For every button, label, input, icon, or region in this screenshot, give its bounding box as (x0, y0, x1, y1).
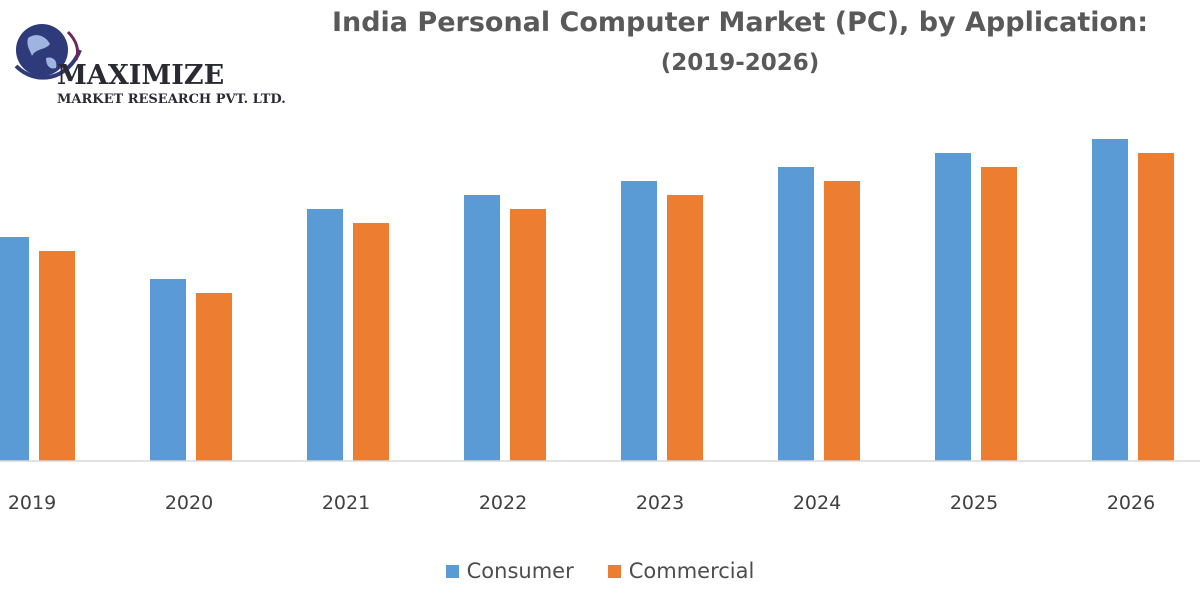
bar-commercial-2019 (39, 251, 75, 461)
bar-commercial-2026 (1138, 153, 1174, 461)
company-logo: MAXIMIZE MARKET RESEARCH PVT. LTD. (0, 0, 300, 120)
bar-commercial-2020 (196, 293, 232, 461)
x-tick-label-2019: 2019 (8, 492, 56, 514)
bar-consumer-2021 (307, 209, 343, 461)
logo-tagline: MARKET RESEARCH PVT. LTD. (57, 92, 286, 107)
bar-consumer-2026 (1092, 139, 1128, 461)
bar-consumer-2024 (778, 167, 814, 461)
x-tick-label-2026: 2026 (1107, 492, 1155, 514)
legend-item-commercial[interactable]: Commercial (607, 556, 755, 586)
bar-consumer-2019 (0, 237, 29, 461)
x-tick-label-2021: 2021 (322, 492, 370, 514)
bar-commercial-2021 (353, 223, 389, 461)
x-tick-label-2024: 2024 (793, 492, 841, 514)
legend-swatch-commercial (607, 564, 621, 578)
logo-name: MAXIMIZE (57, 60, 225, 91)
bar-commercial-2025 (981, 167, 1017, 461)
chart-title: India Personal Computer Market (PC), by … (331, 7, 1149, 38)
bar-consumer-2022 (464, 195, 500, 461)
x-tick-label-2025: 2025 (950, 492, 998, 514)
bar-group (0, 139, 1174, 461)
bar-consumer-2023 (621, 181, 657, 461)
chart-subtitle: (2019-2026) (660, 50, 820, 76)
bar-commercial-2023 (667, 195, 703, 461)
legend-swatch-consumer (445, 564, 459, 578)
legend-label-consumer: Consumer (466, 559, 574, 583)
bar-commercial-2024 (824, 181, 860, 461)
bar-commercial-2022 (510, 209, 546, 461)
legend-label-commercial: Commercial (628, 559, 755, 583)
legend-item-consumer[interactable]: Consumer (445, 556, 574, 586)
x-tick-labels: 2019 2020 2021 2022 2023 2024 2025 2026 (8, 492, 1155, 514)
x-tick-label-2020: 2020 (165, 492, 213, 514)
bar-consumer-2020 (150, 279, 186, 461)
globe-logo-icon (14, 24, 82, 80)
chart-legend: Consumer Commercial (0, 556, 1200, 586)
x-tick-label-2023: 2023 (636, 492, 684, 514)
bar-consumer-2025 (935, 153, 971, 461)
x-tick-label-2022: 2022 (479, 492, 527, 514)
